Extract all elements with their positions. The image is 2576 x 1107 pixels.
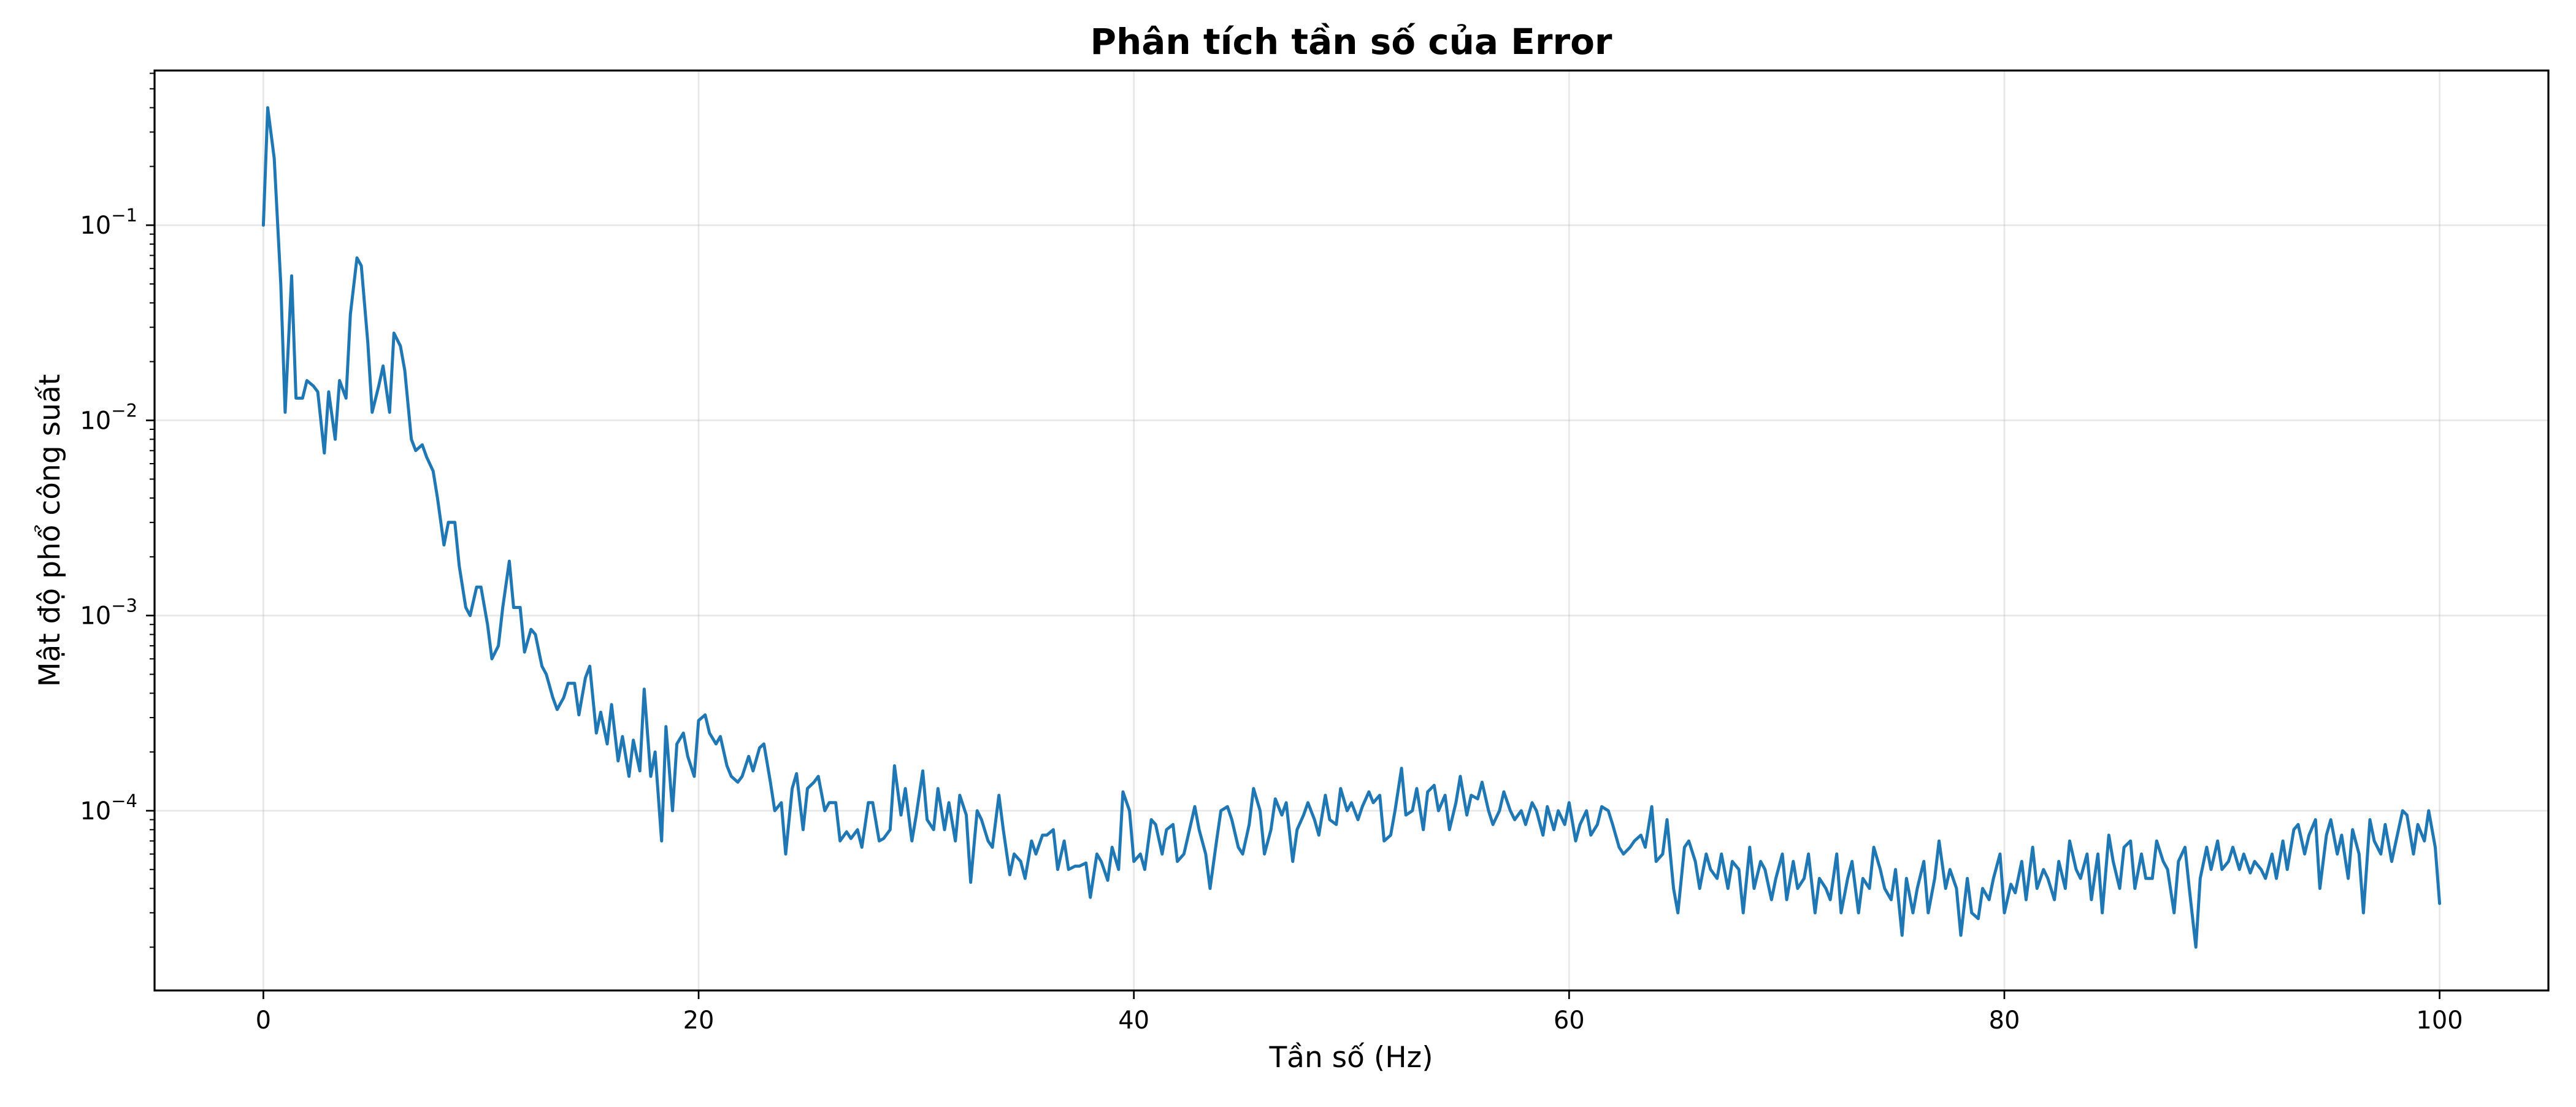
- series-layer: [261, 106, 2442, 949]
- x-tick-label: 60: [1554, 1006, 1585, 1035]
- grid-layer: [155, 71, 2548, 990]
- chart-title: Phân tích tần số của Error: [1090, 21, 1612, 63]
- plot-frame: [153, 69, 2550, 992]
- y-axis-label: Mật độ phổ công suất: [33, 374, 67, 687]
- y-tick-label: 10−2: [80, 400, 137, 435]
- x-tick-label: 80: [1989, 1006, 2020, 1035]
- x-axis-label: Tần số (Hz): [1268, 1041, 1433, 1074]
- series-line: [261, 106, 2442, 949]
- y-tick-label: 10−4: [80, 791, 137, 825]
- x-tick-label: 0: [256, 1006, 271, 1035]
- x-tick-label: 40: [1118, 1006, 1149, 1035]
- tick-layer: 0 20 40 60 80 100 10−1 10−2 10−3 10−4: [80, 72, 2463, 1035]
- y-tick-label: 10−3: [80, 596, 137, 630]
- x-tick-label: 20: [683, 1006, 715, 1035]
- y-tick-label: 10−1: [80, 205, 137, 240]
- x-tick-label: 100: [2416, 1006, 2463, 1035]
